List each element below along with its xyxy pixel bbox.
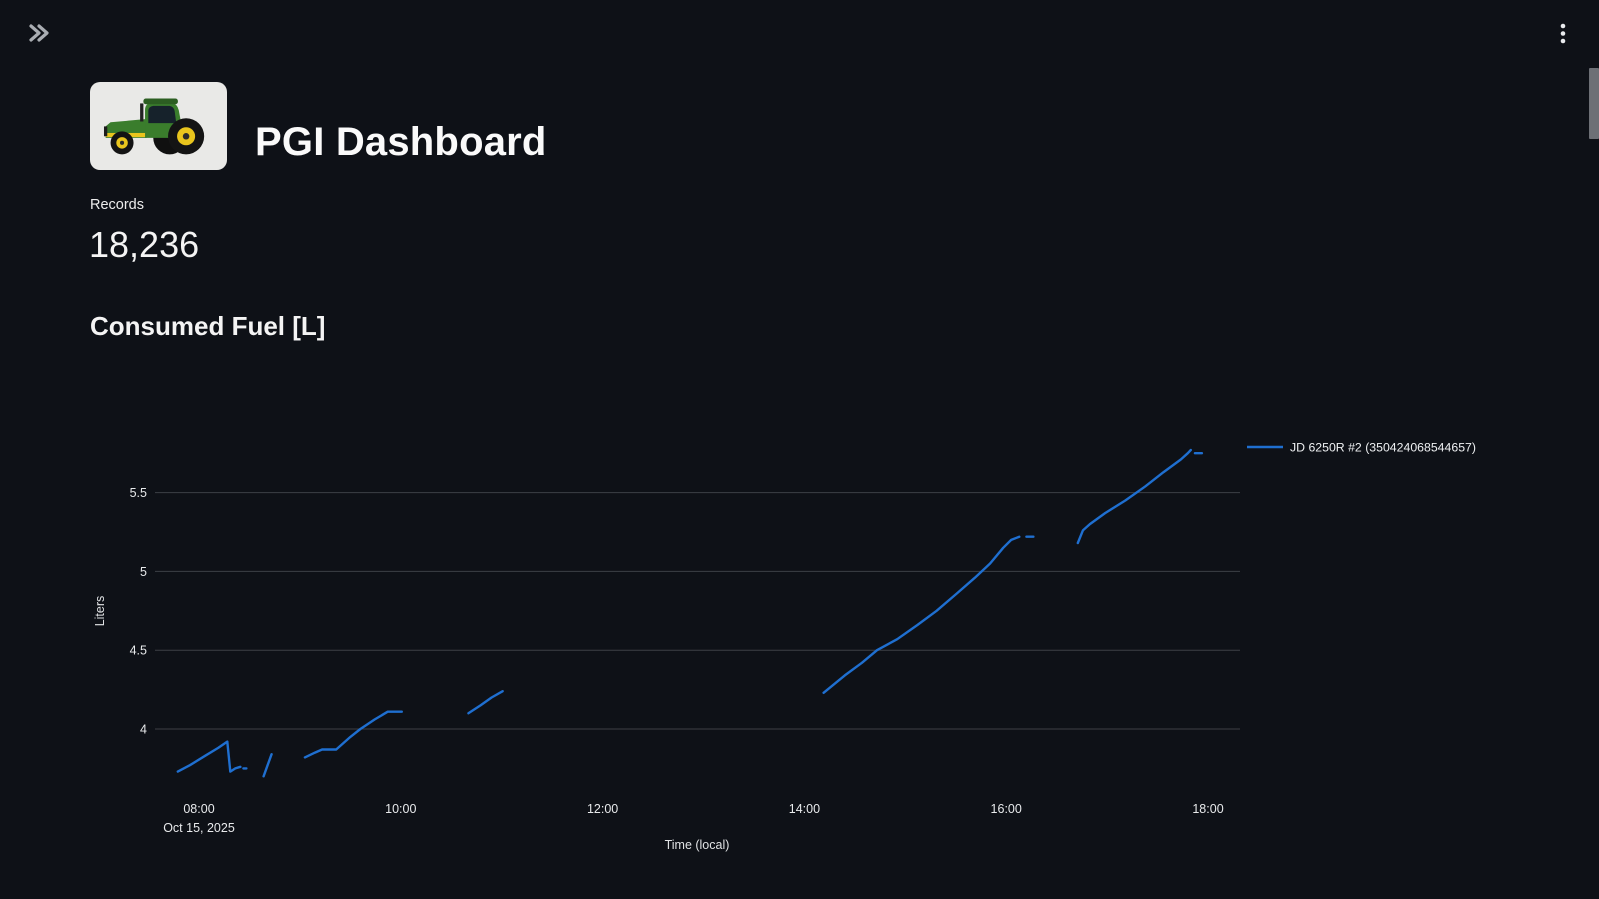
sidebar-expand-button[interactable]: [24, 20, 54, 48]
tractor-image: [103, 98, 204, 155]
page-title: PGI Dashboard: [255, 120, 547, 164]
x-tick-label: 12:00: [587, 802, 618, 816]
x-tick-label: 18:00: [1192, 802, 1223, 816]
x-axis-date-label: Oct 15, 2025: [163, 821, 235, 835]
y-tick-label: 5.5: [130, 486, 147, 500]
y-tick-label: 5: [140, 565, 147, 579]
overflow-menu-button[interactable]: [1555, 22, 1571, 48]
y-axis-title: Liters: [93, 596, 107, 627]
chart-title: Consumed Fuel [L]: [90, 311, 326, 341]
y-tick-label: 4: [140, 723, 147, 737]
y-tick-label: 4.5: [130, 644, 147, 658]
series-line: [822, 535, 1021, 694]
legend-label[interactable]: JD 6250R #2 (350424068544657): [1290, 441, 1476, 455]
fuel-chart: 4 4.5 5 5.5 08:00 10:00 12:00 14:00 16:00 18:00 Oc…: [93, 430, 1476, 853]
records-value: 18,236: [89, 224, 200, 265]
scrollbar-thumb[interactable]: [1589, 68, 1599, 139]
series-line: [262, 753, 273, 778]
kebab-menu-icon: [1560, 23, 1566, 44]
plot-area[interactable]: [155, 430, 1240, 780]
x-axis-title: Time (local): [665, 838, 730, 852]
x-tick-label: 14:00: [789, 802, 820, 816]
logo-card: [90, 82, 227, 170]
series-line: [467, 690, 504, 715]
records-label: Records: [90, 197, 144, 213]
series-line: [1076, 448, 1193, 545]
x-tick-label: 16:00: [991, 802, 1022, 816]
x-tick-label: 10:00: [385, 802, 416, 816]
series-line: [303, 710, 403, 759]
series-line: [176, 740, 242, 773]
x-tick-label: 08:00: [183, 802, 214, 816]
double-chevron-right-icon: [29, 23, 49, 42]
